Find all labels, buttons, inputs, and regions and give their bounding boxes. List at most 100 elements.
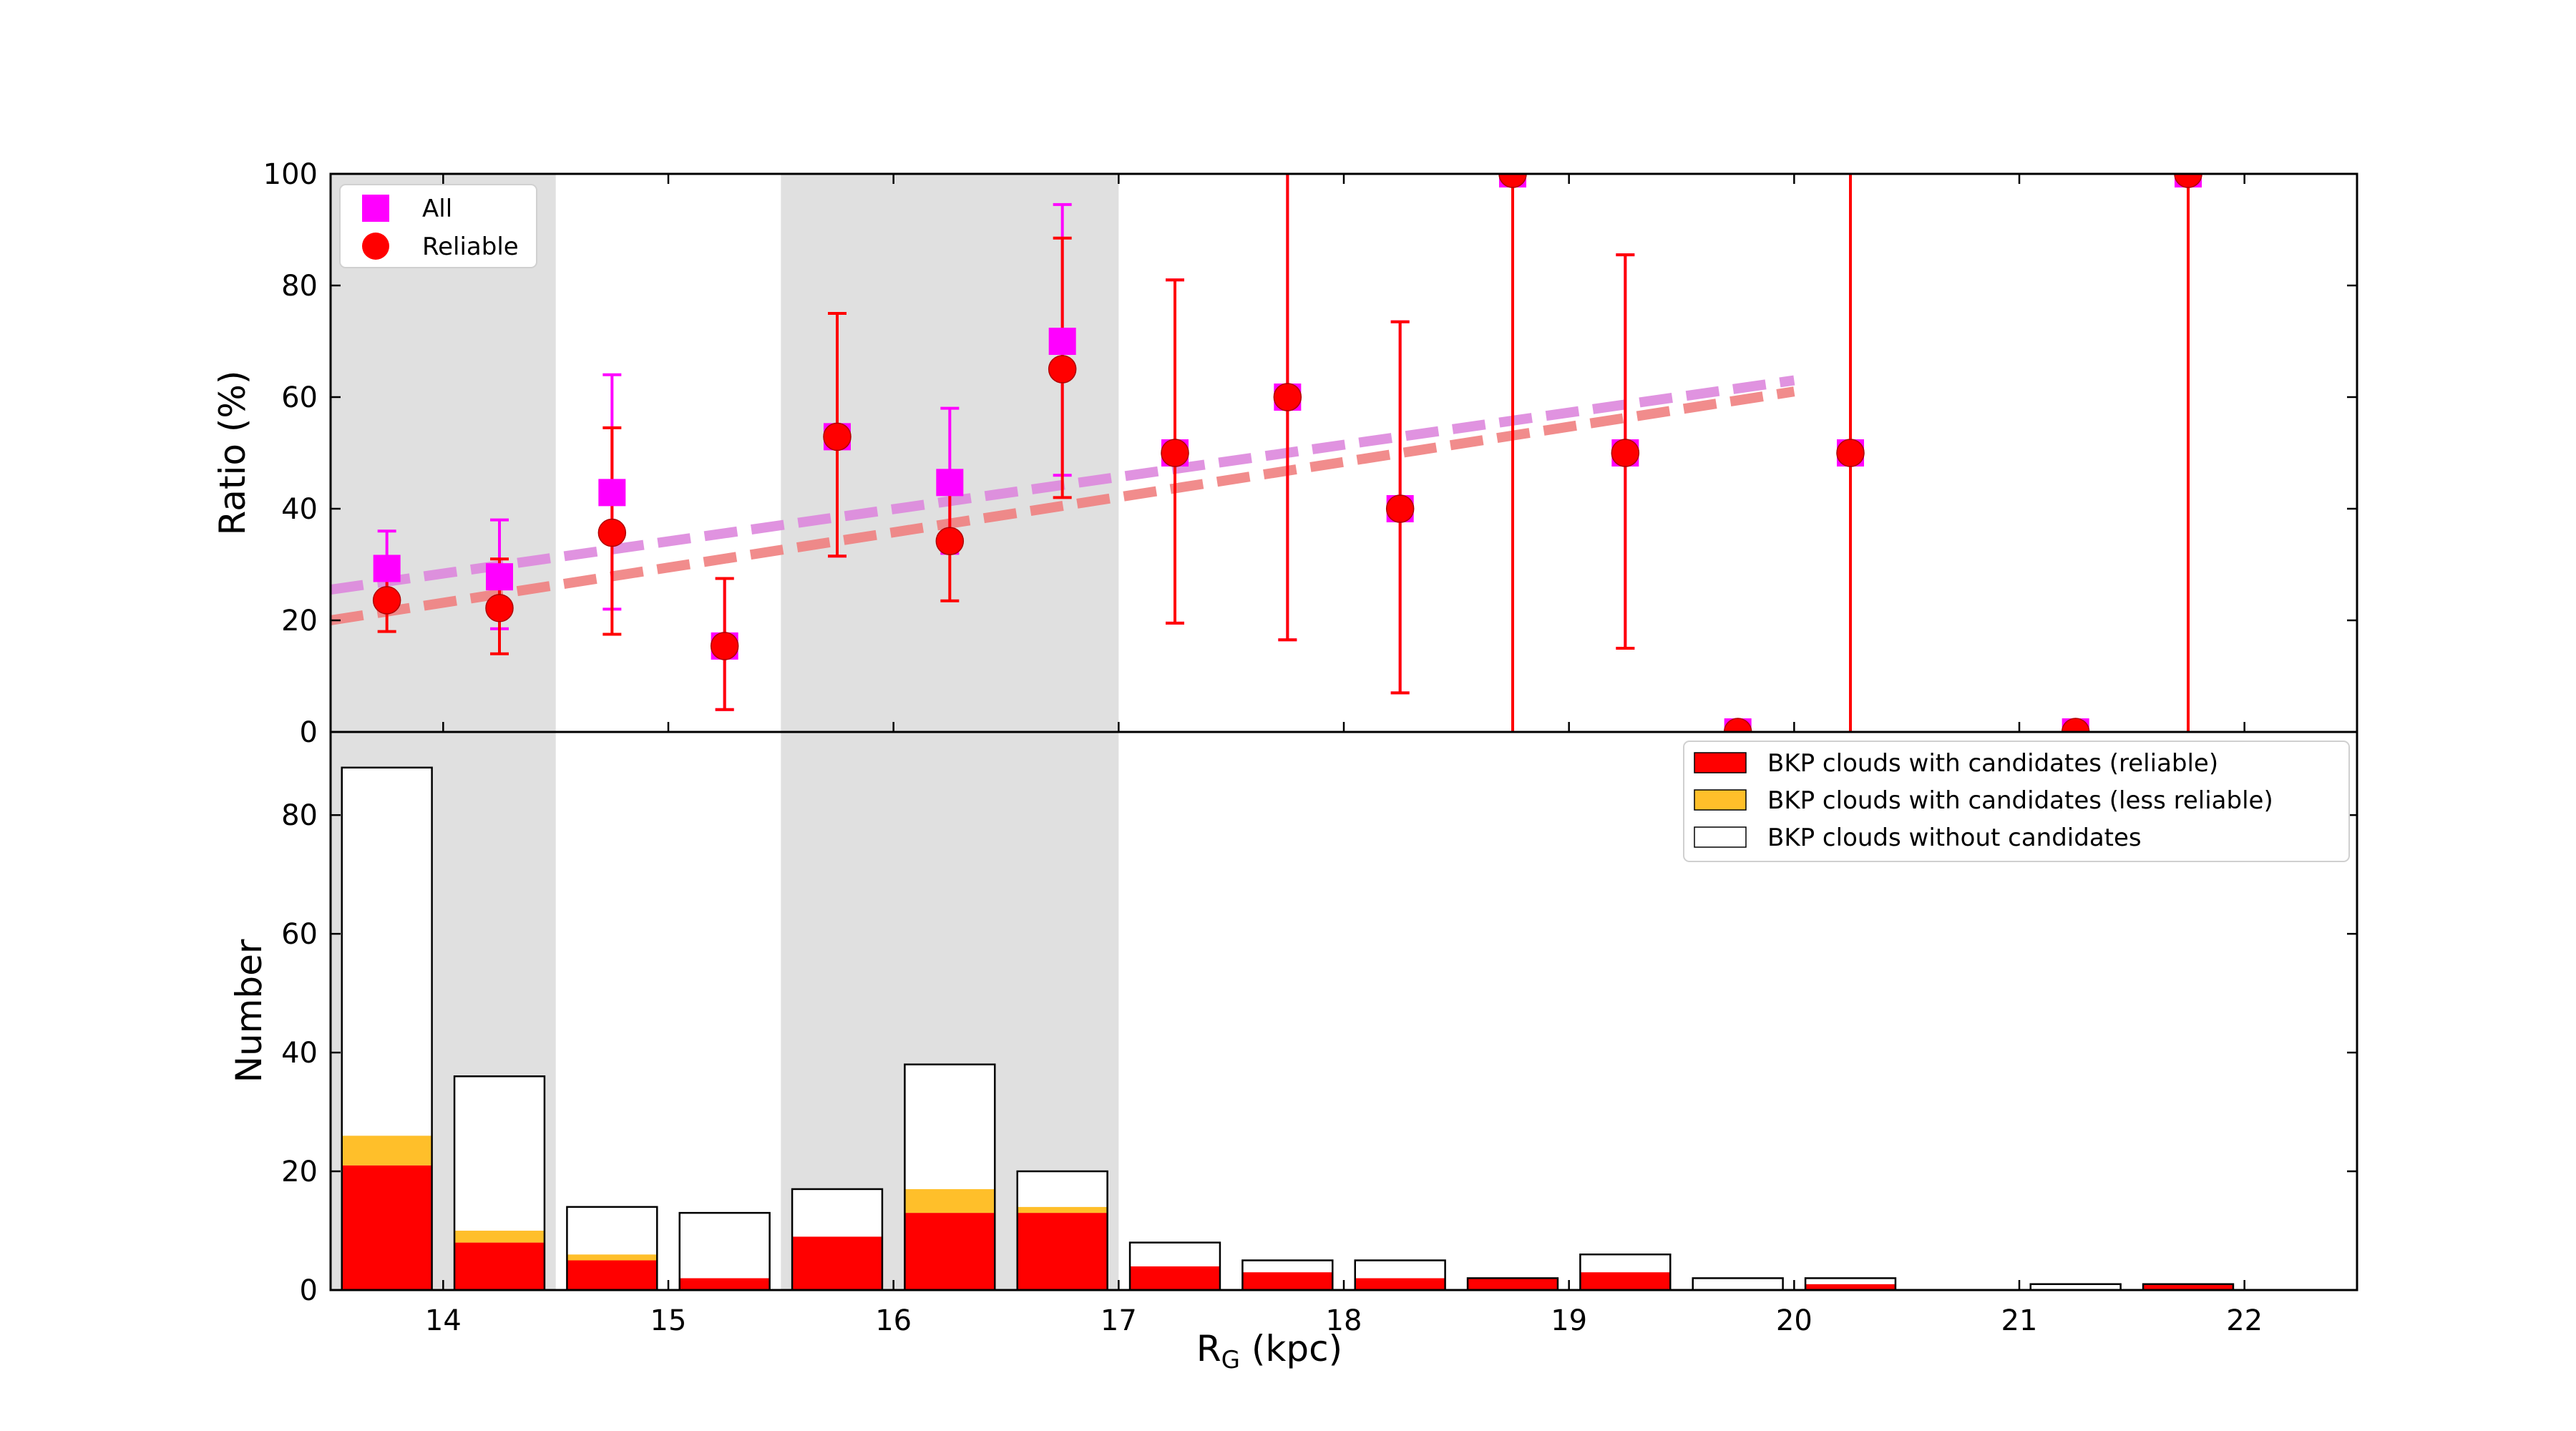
bar-outline [566,1206,658,1290]
bar-segment [454,1076,545,1231]
bar-segment [1130,1266,1220,1290]
reliable-marker [2174,174,2202,188]
bar-outline [453,1075,546,1290]
bar-segment [341,1165,432,1290]
reliable-marker [710,632,739,660]
bar-outline [2142,1283,2235,1290]
bar-segment [454,1231,545,1243]
bar-segment [904,1188,995,1213]
reliable-marker [1385,494,1415,523]
number-legend-box [1683,741,2350,862]
ratio-y-tick-label: 80 [281,270,318,303]
number-panel: Number RG (kpc) 14 15 16 17 18 19 20 21 22 0 20 40 6… [228,731,2358,1374]
number-legend: BKP clouds with candidates (reliable) BKP… [1683,741,2350,862]
number-x-tick-label: 14 [425,1304,462,1337]
bar-segment [1805,1284,1896,1290]
bar-segment [1468,1278,1558,1290]
ratio-y-tick-label: 60 [281,381,318,414]
bar-outline [2029,1283,2122,1290]
bar-segment [679,1213,770,1279]
bar-segment [1242,1260,1333,1273]
reliable-marker [372,586,401,615]
number-y-tick-label: 80 [281,799,318,832]
reliable-marker [935,527,965,555]
bar-outline [341,766,433,1290]
bar-segment [341,1135,432,1166]
reliable-marker [1498,174,1527,188]
number-y-axis-label: Number [228,939,270,1083]
bar-segment [567,1254,658,1261]
bar-outline [1016,1170,1108,1290]
bar-segment [904,1213,995,1290]
bar-segment [1355,1278,1445,1290]
reliable-marker [1836,439,1865,467]
bar-segment [1130,1242,1220,1266]
all-marker [373,555,401,582]
bar-outline [678,1211,771,1290]
bar-segment [1017,1171,1108,1207]
ratio-plot-frame [329,172,2358,733]
ratio-panel: Ratio (%) 0 20 40 60 80 100 All Reliable [212,158,2358,749]
legend-entry-label: BKP clouds with candidates (reliable) [1767,749,2218,778]
reliable-marker [597,518,627,547]
bar-segment [567,1260,658,1290]
reliable-marker [1273,383,1302,411]
ratio-legend: All Reliable [339,184,537,268]
legend-all-square-icon [362,195,389,222]
all-marker [936,469,964,497]
fit-line [331,386,1795,625]
legend-reliable-label: Reliable [422,233,519,261]
number-y-tick-label: 40 [281,1037,318,1070]
bar-segment [341,767,432,1136]
reliable-marker [1161,439,1189,467]
legend-swatch-icon [1694,826,1747,848]
number-x-tick-label: 21 [2001,1304,2038,1337]
ratio-points [372,174,2202,732]
bar-outline [1466,1277,1559,1290]
number-y-tick-label: 0 [300,1274,318,1307]
number-x-tick-label: 16 [875,1304,912,1337]
number-plot-frame [329,731,2358,1291]
ratio-y-tick-label: 100 [263,158,318,191]
bar-outline [1579,1253,1672,1290]
reliable-marker [485,594,514,622]
bar-segment [454,1242,545,1290]
bar-segment [1355,1260,1445,1279]
number-bars [341,766,2235,1290]
ratio-y-tick-label: 20 [281,605,318,638]
number-y-tick-label: 60 [281,918,318,951]
bar-segment [792,1188,882,1237]
bar-segment [1580,1272,1671,1290]
number-x-tick-label: 19 [1551,1304,1587,1337]
reliable-marker [2061,718,2090,732]
bar-outline [904,1063,996,1290]
bar-segment [1805,1278,1896,1284]
bar-segment [2143,1284,2233,1290]
ratio-y-axis-label: Ratio (%) [212,371,253,536]
bar-segment [2030,1284,2121,1290]
ratio-y-tick-label: 0 [300,716,318,749]
bar-segment [679,1278,770,1290]
bar-outline [1804,1277,1897,1290]
legend-all-label: All [422,195,452,223]
bar-segment [792,1236,882,1290]
number-y-tick-label: 20 [281,1156,318,1188]
all-marker [598,479,626,507]
legend-swatch-icon [1694,752,1747,773]
legend-entry-label: BKP clouds without candidates [1767,824,2142,852]
number-x-tick-label: 20 [1776,1304,1813,1337]
reliable-marker [1048,355,1077,384]
legend-swatch-icon [1694,789,1747,811]
ratio-plot-area [331,174,2202,732]
all-marker [1048,328,1076,355]
bar-segment [567,1206,658,1255]
bar-segment [1017,1206,1108,1213]
legend-reliable-circle-icon [362,233,389,260]
number-x-tick-label: 22 [2226,1304,2263,1337]
bar-segment [1692,1278,1783,1290]
bar-segment [1017,1213,1108,1290]
number-x-tick-label: 17 [1101,1304,1137,1337]
number-plot-area [331,732,2235,1290]
reliable-marker [1723,718,1752,732]
number-x-tick-label: 15 [650,1304,687,1337]
